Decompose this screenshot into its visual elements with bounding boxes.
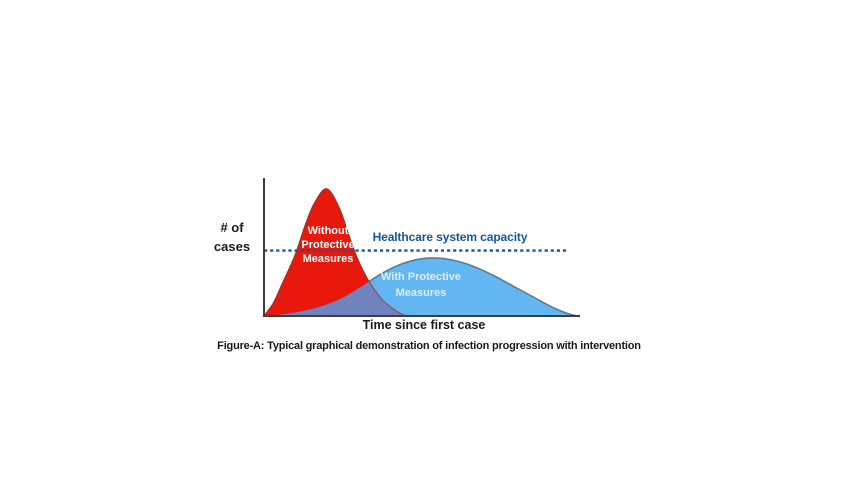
without-measures-label: Without Protective Measures xyxy=(289,224,367,266)
x-axis-label: Time since first case xyxy=(362,318,486,332)
curves-overlap-region xyxy=(267,257,405,316)
y-axis-label: # of cases xyxy=(204,218,260,256)
y-axis-label-line1: # of xyxy=(220,220,244,235)
without-measures-label-line2: Protective xyxy=(301,239,355,251)
without-measures-label-line1: Without xyxy=(307,225,349,237)
y-axis-label-line2: cases xyxy=(213,239,251,254)
with-measures-label-line1: With Protective xyxy=(381,271,461,283)
with-measures-label: With Protective Measures xyxy=(348,270,494,301)
with-measures-label-line2: Measures xyxy=(395,286,447,299)
figure-caption: Figure-A: Typical graphical demonstratio… xyxy=(217,340,641,352)
without-measures-label-line3: Measures xyxy=(302,253,354,265)
capacity-line-label: Healthcare system capacity xyxy=(372,230,528,244)
